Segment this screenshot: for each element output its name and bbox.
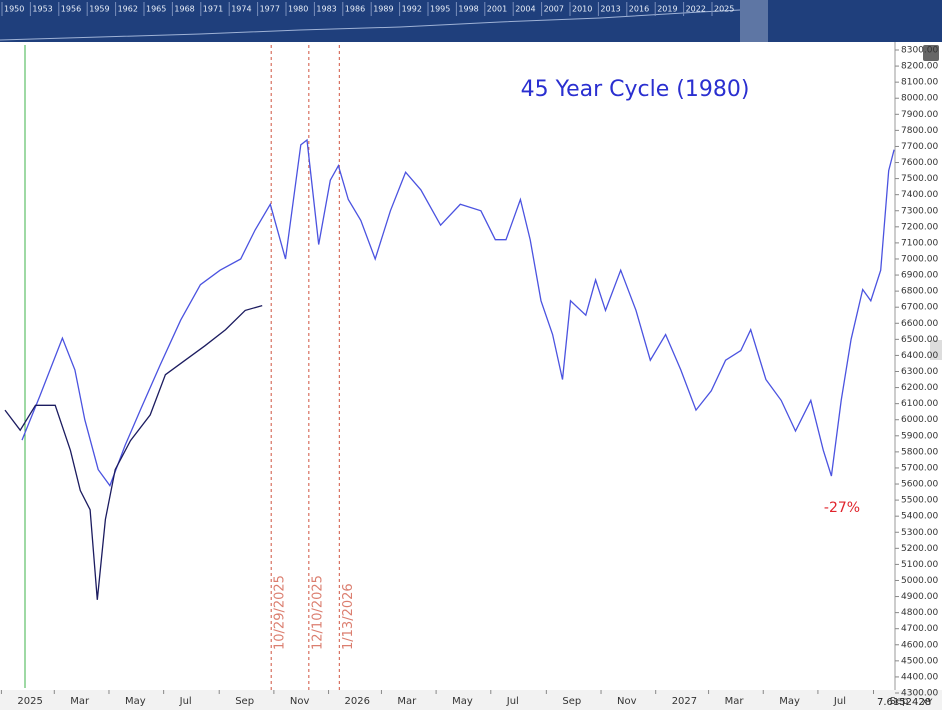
y-tick-label: 7100.00 (901, 238, 938, 248)
navigator-year: 2007 (544, 5, 564, 14)
navigator-year: 1956 (61, 5, 81, 14)
y-tick-label: 4900.00 (901, 592, 938, 602)
navigator-year: 1983 (316, 5, 336, 14)
navigator-year: 1977 (260, 5, 280, 14)
y-tick-label: 7200.00 (901, 222, 938, 232)
x-tick-label: Nov (290, 696, 310, 707)
y-tick-label: 8100.00 (901, 78, 938, 88)
y-tick-label: 6800.00 (901, 287, 938, 297)
navigator-year: 1998 (458, 5, 478, 14)
y-tick-label: 6000.00 (901, 415, 938, 425)
navigator-year: 1992 (402, 5, 422, 14)
navigator-year: 1971 (203, 5, 223, 14)
y-tick-label: 8300.00 (901, 46, 938, 56)
annotation: -27% (824, 500, 860, 516)
y-tick-label: 5600.00 (901, 480, 938, 490)
y-tick-label: 7700.00 (901, 142, 938, 152)
y-tick-label: 6600.00 (901, 319, 938, 329)
y-tick-label: 7900.00 (901, 110, 938, 120)
navigator-year: 1995 (430, 5, 450, 14)
y-tick-label: 7400.00 (901, 190, 938, 200)
y-tick-label: 4300.00 (901, 689, 938, 699)
y-tick-label: 5000.00 (901, 576, 938, 586)
navigator-year: 1965 (146, 5, 166, 14)
y-tick-label: 4800.00 (901, 608, 938, 618)
navigator-window[interactable] (740, 0, 768, 42)
date-line-label: 1/13/2026 (341, 583, 356, 650)
series-line (4, 304, 263, 600)
y-tick-label: 7000.00 (901, 254, 938, 264)
x-tick-label: 2025 (17, 696, 42, 707)
y-tick-label: 5800.00 (901, 447, 938, 457)
current-price: 7.6152428 (877, 697, 931, 708)
series-line (21, 138, 895, 487)
y-tick-label: 7600.00 (901, 158, 938, 168)
y-tick-label: 6700.00 (901, 303, 938, 313)
date-line-label: 12/10/2025 (310, 575, 325, 650)
navigator-year: 1962 (118, 5, 138, 14)
y-tick-label: 7300.00 (901, 206, 938, 216)
y-tick-label: 5900.00 (901, 431, 938, 441)
x-tick-label: Mar (397, 696, 417, 707)
x-axis-band (0, 690, 942, 710)
navigator-year: 1968 (174, 5, 194, 14)
date-line-label: 10/29/2025 (273, 575, 288, 650)
chart-title: 45 Year Cycle (1980) (521, 77, 750, 102)
x-tick-label: Sep (235, 696, 254, 707)
navigator-year: 1989 (373, 5, 393, 14)
navigator-year: 1986 (345, 5, 365, 14)
navigator-year: 1980 (288, 5, 308, 14)
y-tick-label: 4500.00 (901, 656, 938, 666)
y-tick-label: 4700.00 (901, 624, 938, 634)
x-tick-label: May (125, 696, 146, 707)
navigator-year: 2019 (657, 5, 677, 14)
y-tick-label: 4400.00 (901, 672, 938, 682)
navigator-year: 1953 (32, 5, 52, 14)
navigator-year: 2025 (714, 5, 734, 14)
x-tick-label: Sep (889, 696, 908, 707)
x-tick-label: Nov (617, 696, 637, 707)
navigator-year: 1974 (231, 5, 251, 14)
x-tick-label: 2027 (672, 696, 697, 707)
y-tick-label: 6400.00 (901, 351, 938, 361)
y-tick-label: 8000.00 (901, 94, 938, 104)
y-tick-label: 7800.00 (901, 126, 938, 136)
x-tick-label: 2026 (345, 696, 370, 707)
y-tick-label: 6500.00 (901, 335, 938, 345)
axis-corner[interactable]: XY (922, 698, 932, 707)
x-tick-label: Sep (562, 696, 581, 707)
navigator-line (0, 9, 741, 41)
y-tick-label: 5200.00 (901, 544, 938, 554)
x-tick-label: Mar (70, 696, 90, 707)
navigator-year: 1950 (4, 5, 24, 14)
x-tick-label: Mar (725, 696, 745, 707)
x-tick-label: Jul (833, 696, 846, 707)
panel-toggle[interactable] (930, 340, 942, 360)
y-tick-label: 5400.00 (901, 512, 938, 522)
x-tick-label: May (452, 696, 473, 707)
y-tick-label: 6100.00 (901, 399, 938, 409)
y-tick-label: 8200.00 (901, 62, 938, 72)
y-tick-label: 6300.00 (901, 367, 938, 377)
navigator-year: 2004 (515, 5, 535, 14)
navigator-year: 2016 (629, 5, 649, 14)
y-tick-label: 6200.00 (901, 383, 938, 393)
y-tick-label: 7500.00 (901, 174, 938, 184)
x-tick-label: Jul (506, 696, 519, 707)
y-tick-label: 4600.00 (901, 640, 938, 650)
navigator-year: 2010 (572, 5, 592, 14)
x-tick-label: May (779, 696, 800, 707)
y-tick-label: 5700.00 (901, 463, 938, 473)
y-tick-label: 5100.00 (901, 560, 938, 570)
x-tick-label: Jul (179, 696, 192, 707)
navigator-year: 2022 (686, 5, 706, 14)
navigator-year: 2001 (487, 5, 507, 14)
y-tick-label: 6900.00 (901, 271, 938, 281)
y-tick-label: 5300.00 (901, 528, 938, 538)
y-tick-label: 5500.00 (901, 496, 938, 506)
navigator-year: 1959 (89, 5, 109, 14)
lock-icon[interactable] (923, 45, 939, 61)
navigator-year: 2013 (600, 5, 620, 14)
